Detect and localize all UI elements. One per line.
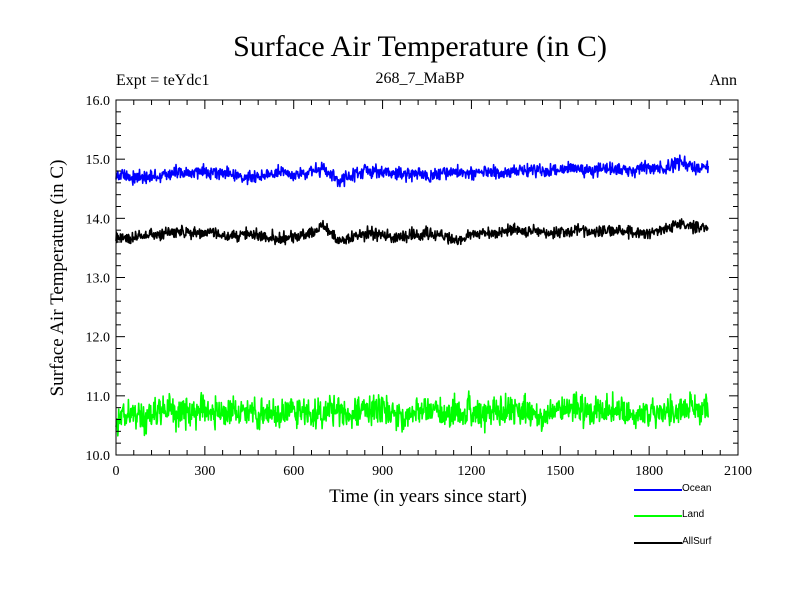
y-tick-label: 11.0 xyxy=(86,390,110,405)
x-tick-label: 2100 xyxy=(724,464,752,479)
y-tick-label: 15.0 xyxy=(86,153,111,168)
y-axis-label: Surface Air Temperature (in C) xyxy=(47,160,68,397)
x-tick-label: 300 xyxy=(194,464,215,479)
legend-swatch-allsurf xyxy=(634,542,682,544)
y-tick-label: 12.0 xyxy=(86,331,111,346)
legend-label-land: Land xyxy=(682,509,705,520)
series-line-allsurf xyxy=(115,218,709,246)
x-tick-label: 0 xyxy=(113,464,120,479)
y-tick-label: 14.0 xyxy=(86,212,111,227)
x-axis-label: Time (in years since start) xyxy=(329,486,527,507)
legend-swatch-ocean xyxy=(634,489,682,491)
experiment-label: Expt = teYdc1 xyxy=(116,72,210,89)
plot-frame xyxy=(115,99,739,456)
series-layer xyxy=(115,154,709,437)
legend-item-land: Land xyxy=(634,509,744,523)
series-line-land xyxy=(115,390,709,437)
y-tick-label: 10.0 xyxy=(86,449,111,464)
legend-label-allsurf: AllSurf xyxy=(682,536,712,547)
x-tick-label: 1500 xyxy=(546,464,574,479)
ticks-layer: 0 300 600 900 1200 1500 1800 2100 10.0 11.0 12.0 13… xyxy=(86,94,753,479)
x-tick-label: 1200 xyxy=(457,464,485,479)
run-label: 268_7_MaBP xyxy=(375,70,465,87)
x-tick-label: 600 xyxy=(283,464,304,479)
legend-swatch-land xyxy=(634,515,682,517)
legend-label-ocean: Ocean xyxy=(682,483,712,494)
series-line-ocean xyxy=(115,154,709,188)
x-tick-label: 900 xyxy=(372,464,393,479)
period-label: Ann xyxy=(709,72,737,89)
y-tick-label: 13.0 xyxy=(86,272,111,287)
chart-title: Surface Air Temperature (in C) xyxy=(233,30,607,63)
y-tick-label: 16.0 xyxy=(86,94,111,109)
x-tick-label: 1800 xyxy=(635,464,663,479)
legend-item-allsurf: AllSurf xyxy=(634,536,744,550)
legend-item-ocean: Ocean xyxy=(634,483,744,497)
